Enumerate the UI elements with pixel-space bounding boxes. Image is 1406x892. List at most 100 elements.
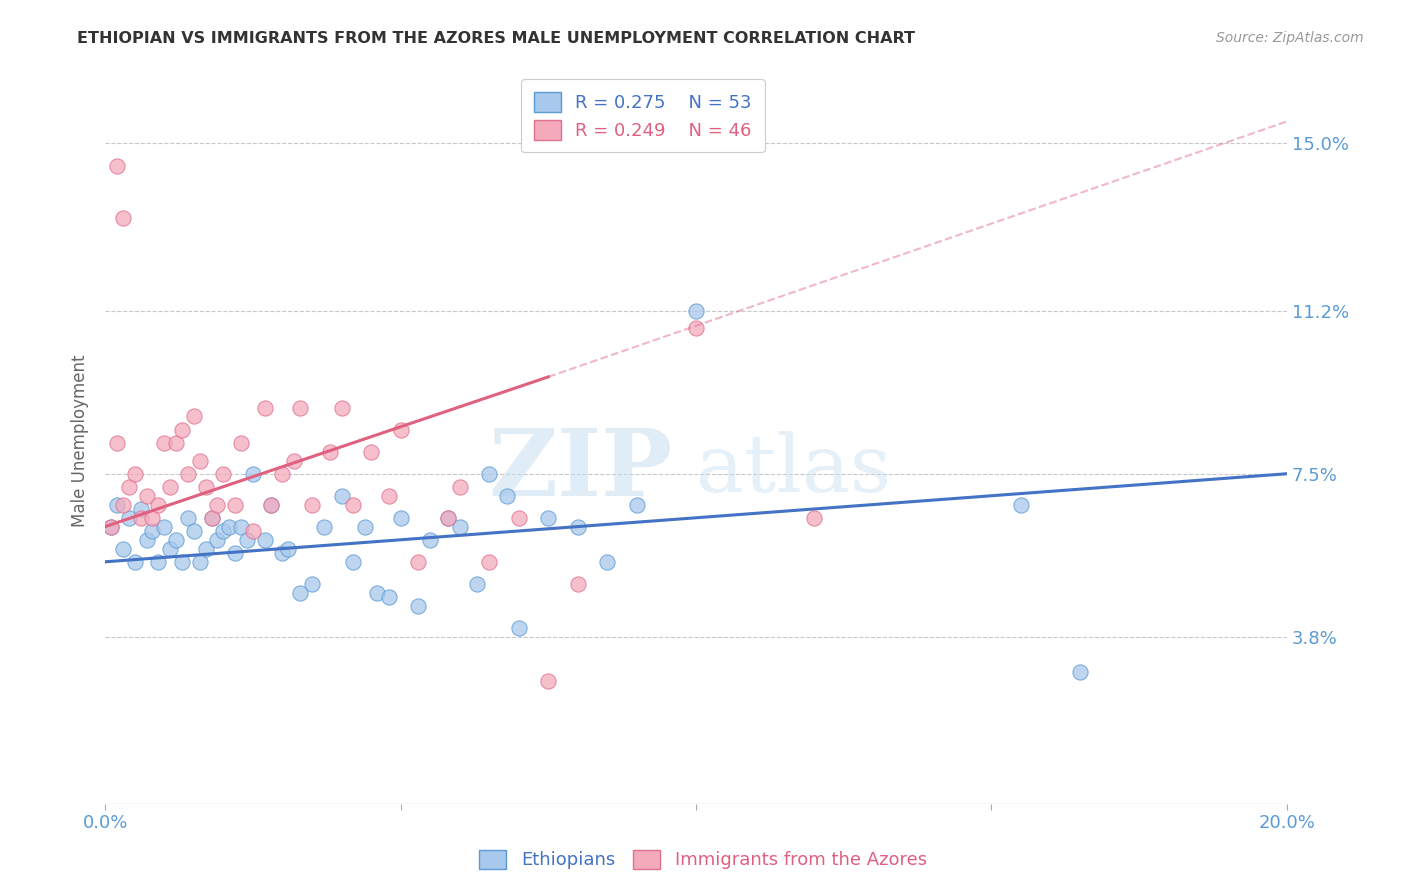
Point (537, 673, 560, 688)
Point (259, 498, 281, 512)
Point (177, 510, 200, 524)
Text: ETHIOPIAN VS IMMIGRANTS FROM THE AZORES MALE UNEMPLOYMENT CORRELATION CHART: ETHIOPIAN VS IMMIGRANTS FROM THE AZORES … (77, 31, 915, 46)
Point (508, 621, 530, 635)
Point (437, 510, 460, 524)
Point (1010, 498, 1032, 512)
Point (378, 590, 401, 604)
Point (148, 555, 170, 569)
Point (449, 480, 471, 494)
Point (212, 524, 235, 538)
Legend: Ethiopians, Immigrants from the Azores: Ethiopians, Immigrants from the Azores (470, 841, 936, 879)
Point (100, 519, 122, 533)
Point (118, 510, 141, 524)
Point (105, 498, 128, 512)
Point (105, 436, 128, 450)
Point (253, 401, 276, 415)
Point (271, 546, 294, 560)
Point (159, 541, 181, 556)
Point (537, 510, 560, 524)
Point (111, 211, 134, 226)
Point (177, 467, 200, 481)
Point (685, 303, 707, 318)
Point (242, 524, 264, 538)
Point (389, 510, 412, 524)
Point (165, 533, 187, 547)
Point (596, 555, 619, 569)
Point (378, 489, 401, 503)
Point (342, 555, 364, 569)
Point (141, 524, 163, 538)
Point (218, 519, 240, 533)
Point (207, 533, 229, 547)
Point (135, 489, 157, 503)
Point (449, 519, 471, 533)
Point (1069, 665, 1091, 679)
Point (148, 498, 170, 512)
Point (111, 541, 134, 556)
Point (212, 467, 235, 481)
Point (194, 541, 217, 556)
Point (124, 467, 146, 481)
Point (354, 519, 377, 533)
Point (153, 436, 176, 450)
Point (288, 401, 311, 415)
Point (207, 498, 229, 512)
Text: Source: ZipAtlas.com: Source: ZipAtlas.com (1216, 31, 1364, 45)
Point (165, 436, 187, 450)
Point (288, 585, 311, 599)
Point (803, 510, 825, 524)
Point (129, 502, 152, 516)
Point (437, 510, 460, 524)
Point (283, 453, 305, 467)
Text: ZIP: ZIP (488, 425, 672, 515)
Point (135, 533, 157, 547)
Point (330, 489, 353, 503)
Point (312, 519, 335, 533)
Point (111, 498, 134, 512)
Point (129, 510, 152, 524)
Point (141, 510, 163, 524)
Point (259, 498, 281, 512)
Point (478, 555, 501, 569)
Point (567, 519, 589, 533)
Point (408, 599, 430, 613)
Point (200, 510, 222, 524)
Point (626, 498, 648, 512)
Point (224, 546, 246, 560)
Point (100, 519, 122, 533)
Point (496, 489, 519, 503)
Point (118, 480, 141, 494)
Point (253, 533, 276, 547)
Point (408, 555, 430, 569)
Point (301, 577, 323, 591)
Point (389, 423, 412, 437)
Point (153, 519, 176, 533)
Point (508, 510, 530, 524)
Point (183, 409, 205, 424)
Point (188, 453, 211, 467)
Point (159, 480, 181, 494)
Point (366, 585, 388, 599)
Point (330, 401, 353, 415)
Point (319, 444, 342, 458)
Point (229, 436, 252, 450)
Point (342, 498, 364, 512)
Legend: R = 0.275    N = 53, R = 0.249    N = 46: R = 0.275 N = 53, R = 0.249 N = 46 (522, 79, 765, 153)
Point (236, 533, 259, 547)
Point (188, 555, 211, 569)
Point (301, 498, 323, 512)
Text: atlas: atlas (696, 431, 891, 508)
Point (360, 444, 382, 458)
Point (200, 510, 222, 524)
Point (229, 519, 252, 533)
Point (271, 467, 294, 481)
Point (183, 524, 205, 538)
Point (224, 498, 246, 512)
Point (567, 577, 589, 591)
Point (194, 480, 217, 494)
Point (242, 467, 264, 481)
Point (124, 555, 146, 569)
Point (105, 159, 128, 173)
Point (467, 577, 489, 591)
Point (277, 541, 299, 556)
